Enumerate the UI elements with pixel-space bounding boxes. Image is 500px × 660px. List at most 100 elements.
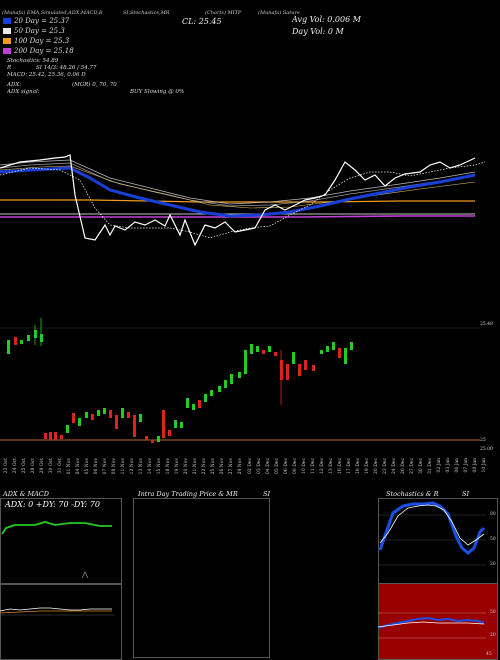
buy-slowing-stat: BUY Slowing @ 0% <box>130 89 185 95</box>
candle <box>238 372 241 378</box>
date-label: 05 Dec <box>274 458 280 474</box>
candle <box>20 340 23 344</box>
candle <box>60 435 63 439</box>
rsi-chart <box>378 612 486 639</box>
rsi-tick-20: 20 <box>490 633 496 638</box>
candle <box>174 420 177 428</box>
date-label: 27 Dec <box>409 458 415 474</box>
header-label-1: (Munafa) EMA,Simulated,ADX,MACD,R <box>2 10 103 16</box>
date-label: 02 Dec <box>247 458 253 474</box>
date-label: 07 Jan <box>463 458 469 473</box>
rsi-last-value: 45 <box>486 652 492 657</box>
rsi-tick-50: 50 <box>490 610 496 615</box>
candle <box>85 412 88 418</box>
candle <box>97 410 100 416</box>
candle <box>338 348 341 358</box>
candle <box>250 344 253 354</box>
stoch-tick-50: 50 <box>490 537 496 542</box>
date-label: 22 Nov <box>202 458 208 475</box>
intraday-panel <box>133 498 270 658</box>
date-label: 12 Dec <box>319 458 325 474</box>
candle <box>268 346 271 352</box>
date-label: 07 Nov <box>103 458 109 475</box>
candle <box>103 408 106 414</box>
candle <box>162 410 165 438</box>
candle <box>168 430 171 436</box>
candles <box>7 318 353 443</box>
adx-values: ADX: 0 +DY: 70 -DY: 70 <box>5 500 100 509</box>
legend-ema200: 200 Day = 25.18 <box>3 47 74 55</box>
candle <box>27 335 30 341</box>
date-label: 29 Oct <box>40 458 46 474</box>
rsi-white-line <box>378 621 485 628</box>
date-label: 06 Dec <box>283 458 289 474</box>
price-line <box>0 154 476 247</box>
date-label: 23 Oct <box>4 458 9 474</box>
adx-chart <box>1 521 112 579</box>
ema20-line <box>0 166 476 218</box>
candle <box>192 404 195 410</box>
adx-green-line <box>1 521 112 535</box>
date-label: 30 Dec <box>418 458 424 474</box>
stoch-tick-20: 20 <box>490 562 496 567</box>
date-label: 10 Jan <box>482 458 487 473</box>
stoch-chart <box>378 501 486 566</box>
date-label: 25 Oct <box>22 458 28 474</box>
date-label: 29 Nov <box>238 458 244 475</box>
legend-swatch-ema100 <box>3 38 11 44</box>
candle <box>44 433 47 439</box>
axis-tick-top: 25.48 <box>480 322 493 327</box>
adx-stat: ADX: <box>7 82 22 88</box>
macd-chart <box>0 607 115 616</box>
day-volume: Day Vol: 0 M <box>292 27 344 36</box>
adx-signal-stat: ADX signal: <box>7 89 40 95</box>
candle <box>312 365 315 371</box>
candle <box>274 352 277 356</box>
candle <box>78 418 81 426</box>
date-label: 26 Dec <box>400 458 406 474</box>
legend-swatch-ema50 <box>3 28 11 34</box>
legend-label-ema50: 50 Day = 25.3 <box>14 27 65 35</box>
date-label: 27 Nov <box>229 458 235 475</box>
adx-panel <box>0 498 122 585</box>
legend-ema50: 50 Day = 25.3 <box>3 27 65 35</box>
date-label: 30 Oct <box>49 458 55 474</box>
macd-stat: MACD: 25.42, 25.36, 0.06 D <box>7 72 86 78</box>
macd-line <box>0 607 112 612</box>
candle <box>326 346 329 352</box>
legend-swatch-ema200 <box>3 48 11 54</box>
date-label: 15 Nov <box>157 458 163 475</box>
stoch-k-line <box>378 501 486 555</box>
date-label: 11 Nov <box>121 458 127 475</box>
date-label: 02 Jan <box>436 458 442 473</box>
date-label: 09 Dec <box>292 458 298 474</box>
ema50-line <box>0 159 476 205</box>
candle <box>244 350 247 374</box>
legend-label-ema200: 200 Day = 25.18 <box>14 47 74 55</box>
date-label: 26 Nov <box>220 458 226 475</box>
date-label: 19 Dec <box>364 458 370 474</box>
header-label-4: (Munafa) Sature <box>258 10 300 16</box>
candle <box>292 352 295 364</box>
candle <box>180 422 183 428</box>
stochastics-stat: Stochastics: 54.89 <box>7 58 59 64</box>
date-label: 12 Nov <box>130 458 136 475</box>
legend-ema20: 20 Day = 25.37 <box>3 17 69 25</box>
candle <box>262 350 265 354</box>
candle <box>344 348 347 364</box>
date-label: 31 Oct <box>58 458 64 474</box>
candle <box>198 400 201 408</box>
stoch-tick-80: 80 <box>490 512 496 517</box>
candle <box>157 436 160 442</box>
candle <box>109 410 112 418</box>
si-stat: SI 14/3: 48.26 / 54.77 <box>36 65 97 71</box>
date-label: 06 Nov <box>94 458 100 475</box>
axis-tick-bottom-2: 25.00 <box>480 447 493 452</box>
date-label: 20 Dec <box>373 458 379 474</box>
date-label: 03 Jan <box>445 458 451 473</box>
candle <box>34 330 37 338</box>
date-label: 13 Dec <box>328 458 334 474</box>
date-label: 13 Nov <box>139 458 145 475</box>
candle <box>115 415 118 429</box>
candle <box>304 360 307 370</box>
